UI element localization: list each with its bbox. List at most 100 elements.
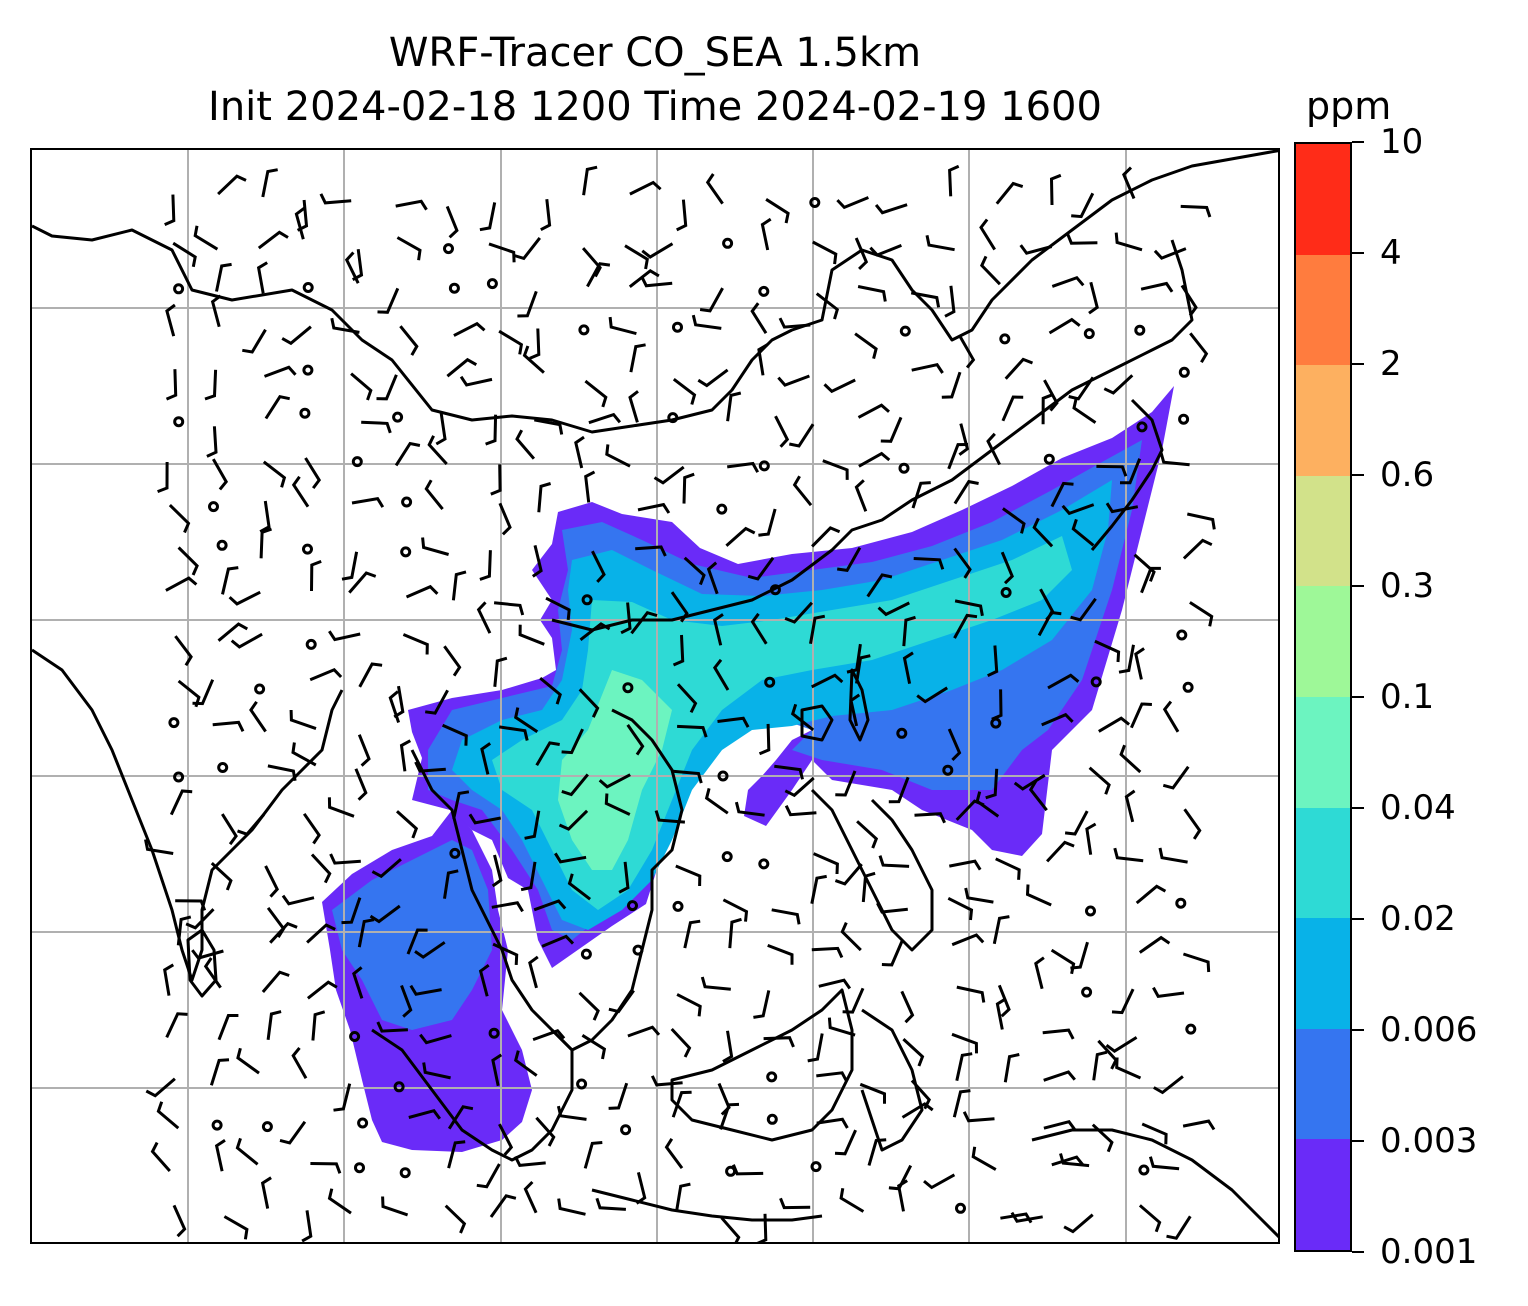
wind-barb [414,761,446,773]
wind-barb [427,435,448,466]
wind-barb [997,984,1011,1018]
wind-barb [757,343,769,376]
colorbar-tick [1352,363,1364,365]
wind-barb [712,658,730,691]
wind-barb [677,724,708,738]
wind-barb [1148,1156,1180,1171]
wind-barb [204,369,218,401]
wind-barb [855,654,871,684]
wind-barb [476,1163,501,1189]
calm-wind-marker [766,1113,778,1125]
wind-barb [260,1176,272,1209]
calm-wind-marker [1000,587,1012,598]
wind-barb [608,989,635,1014]
wind-barb [750,612,768,645]
wind-barb [980,255,1001,286]
wind-barb [683,919,701,949]
wind-barb [834,1129,857,1156]
wind-barb [1072,397,1097,424]
wind-barb [515,429,536,460]
colorbar-tick-label: 0.04 [1380,788,1456,828]
wind-barb [354,768,368,801]
colorbar-tick [1352,807,1364,809]
wind-barb [809,614,826,645]
map-canvas [32,150,1278,1242]
wind-barb [306,923,336,944]
wind-barb [760,217,772,251]
wind-barb [513,1050,538,1077]
wind-barb [235,1137,259,1166]
wind-barb [1028,780,1048,812]
wind-barb [699,287,724,313]
wind-barb [811,673,844,689]
wind-barb [257,230,289,250]
wind-barb [911,363,944,374]
wind-barb [422,1062,451,1080]
colorbar-tick-label: 0.1 [1380,677,1435,717]
wind-barb [310,1162,342,1174]
wind-barb [949,859,982,871]
wind-barb [810,874,827,904]
wind-barb [409,984,442,996]
wind-barb [1032,517,1054,548]
calm-wind-marker [627,900,638,912]
wind-barb [914,812,946,824]
wind-barb [578,991,600,1021]
wind-barb [608,1082,629,1110]
wind-barb [262,460,287,488]
wind-barb [172,1204,187,1238]
wind-barb [835,770,857,797]
wind-barb [545,596,571,621]
wind-barb [839,1187,865,1213]
wind-barb [476,601,492,634]
wind-barb [249,700,267,733]
wind-barb [513,236,541,261]
wind-barb [995,181,1024,205]
wind-barb [1134,647,1145,680]
coastline-new-guinea [1031,1128,1278,1239]
wind-barb [535,741,560,767]
wind-barb [1135,884,1167,905]
wind-barb [1046,840,1075,863]
wind-barb [1051,1155,1085,1167]
wind-barb [635,1172,647,1205]
wind-barb [986,432,1001,466]
calm-wind-marker [717,770,729,782]
wind-barb [435,413,447,446]
colorbar-segment [1296,918,1350,1029]
colorbar-segment [1296,144,1350,255]
wind-barb [369,904,401,924]
wind-barb [640,276,673,288]
calm-wind-marker [254,683,266,695]
wind-barb [1122,166,1136,200]
wind-barb [697,368,729,388]
wind-barb [203,957,222,989]
wind-barb [588,412,622,425]
wind-barb [629,180,662,196]
calm-wind-marker [173,283,185,295]
wind-barb [584,379,608,408]
wind-barb [1186,512,1216,530]
wind-barb [1071,518,1095,547]
colorbar-tick-label: 0.001 [1380,1232,1478,1272]
wind-barb [1004,357,1034,380]
wind-barb [628,268,660,288]
wind-barb [291,1046,308,1080]
wind-barb [856,820,879,849]
calm-wind-marker [620,1124,632,1136]
wind-barb [371,858,402,879]
wind-barb [1042,1028,1075,1040]
wind-barb [304,457,322,489]
wind-barb [302,812,321,845]
wind-barb [310,559,322,592]
wind-barb [537,482,552,513]
wind-barb [1180,284,1198,317]
wind-barb [816,1117,849,1129]
calm-wind-marker [1138,1164,1150,1176]
wind-barb [534,418,564,435]
wind-barb [675,1182,691,1213]
wind-barb [812,852,839,875]
wind-barb [531,545,543,578]
coastline-china-east [551,239,1194,632]
wind-barb [329,853,361,865]
